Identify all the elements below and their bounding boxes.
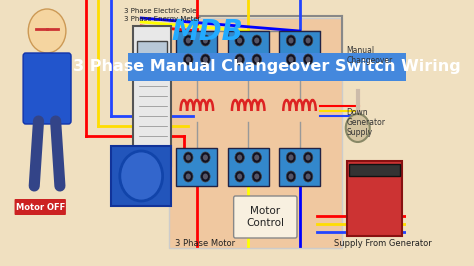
Circle shape [254,155,259,160]
Bar [228,31,269,69]
Circle shape [252,152,262,163]
Circle shape [237,38,242,44]
Circle shape [306,155,310,160]
Bar [346,161,402,236]
Circle shape [183,54,193,65]
Circle shape [201,152,210,163]
Circle shape [203,56,208,63]
Circle shape [288,173,293,180]
Circle shape [288,155,293,160]
Circle shape [237,155,242,160]
Text: 3 Phase Manual Changeover Switch Wiring: 3 Phase Manual Changeover Switch Wiring [73,60,461,74]
Circle shape [303,171,313,182]
Circle shape [252,54,262,65]
Bar [228,148,269,186]
Bar [279,148,320,186]
Circle shape [235,35,244,46]
Circle shape [303,54,313,65]
Circle shape [254,173,259,180]
Bar [170,18,342,248]
Circle shape [186,56,191,63]
Circle shape [203,173,208,180]
Circle shape [346,114,370,142]
Circle shape [235,171,244,182]
Circle shape [183,171,193,182]
Text: Supply From Generator: Supply From Generator [334,239,431,248]
Circle shape [201,35,210,46]
Bar [133,26,171,166]
Bar [137,41,167,71]
Circle shape [28,9,66,53]
Bar [349,164,400,176]
FancyBboxPatch shape [23,53,71,124]
Text: Generator
Supply: Generator Supply [346,118,386,138]
Circle shape [254,56,259,63]
Circle shape [303,35,313,46]
Text: Down: Down [346,108,368,117]
Circle shape [237,56,242,63]
Circle shape [306,173,310,180]
Bar [176,31,218,69]
Text: 3 Phase Energy Meter: 3 Phase Energy Meter [124,16,201,22]
Text: Motor OFF: Motor OFF [16,202,65,211]
Circle shape [120,151,163,201]
Circle shape [288,56,293,63]
FancyBboxPatch shape [15,199,66,215]
Circle shape [237,173,242,180]
Circle shape [306,38,310,44]
Text: Motor
Control: Motor Control [246,206,284,228]
Bar [111,146,171,206]
Bar [128,53,406,81]
Circle shape [235,54,244,65]
Circle shape [201,54,210,65]
Circle shape [286,54,296,65]
Circle shape [254,38,259,44]
Text: 3 Phase Motor: 3 Phase Motor [175,239,236,248]
Text: MDB: MDB [171,18,243,46]
Text: Manual
Changeover: Manual Changeover [346,46,393,65]
Circle shape [306,56,310,63]
Bar [176,148,218,186]
Circle shape [186,173,191,180]
FancyBboxPatch shape [234,196,297,238]
Circle shape [183,152,193,163]
Circle shape [203,155,208,160]
Circle shape [201,171,210,182]
Circle shape [252,171,262,182]
Bar [279,31,320,69]
Circle shape [183,35,193,46]
Circle shape [186,38,191,44]
Circle shape [286,171,296,182]
Circle shape [186,155,191,160]
Circle shape [252,35,262,46]
Text: 3 Phase Electric Pole: 3 Phase Electric Pole [124,8,197,14]
Circle shape [286,152,296,163]
Circle shape [203,38,208,44]
Circle shape [303,152,313,163]
Circle shape [235,152,244,163]
Circle shape [286,35,296,46]
Circle shape [288,38,293,44]
